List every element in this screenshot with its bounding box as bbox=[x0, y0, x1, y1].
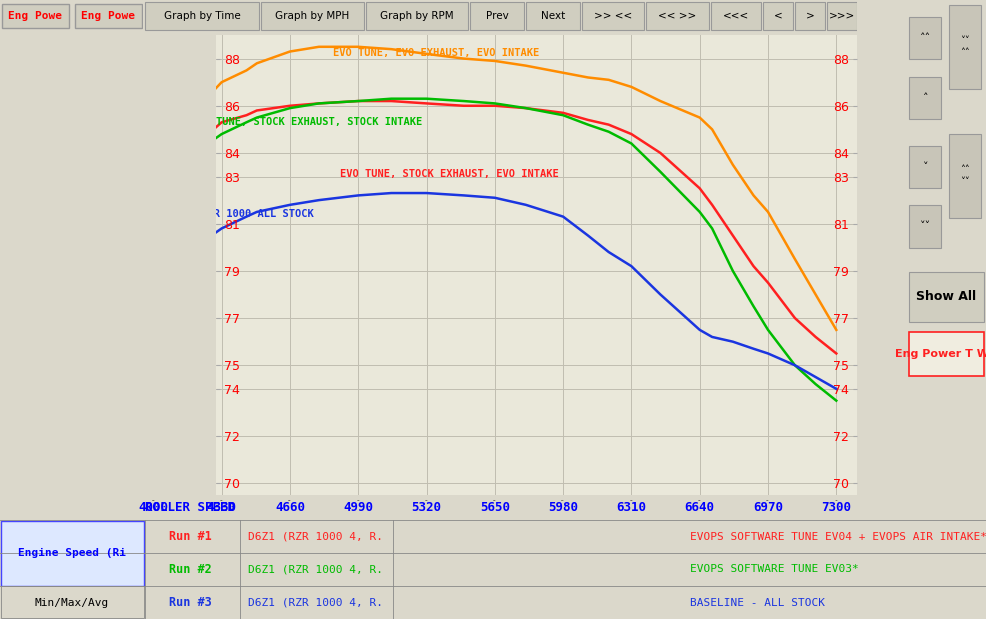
Text: 5320: 5320 bbox=[411, 501, 441, 514]
Text: D6Z1 (RZR 1000 4, R.: D6Z1 (RZR 1000 4, R. bbox=[248, 565, 384, 574]
Text: EVOPS SOFTWARE TUNE EV04 + EVOPS AIR INTAKE*: EVOPS SOFTWARE TUNE EV04 + EVOPS AIR INT… bbox=[689, 532, 986, 542]
Text: Graph by RPM: Graph by RPM bbox=[380, 11, 454, 21]
FancyBboxPatch shape bbox=[908, 17, 941, 59]
Text: Prev: Prev bbox=[485, 11, 508, 21]
Text: >: > bbox=[805, 11, 813, 21]
FancyBboxPatch shape bbox=[2, 4, 69, 28]
FancyBboxPatch shape bbox=[526, 2, 580, 30]
Text: 5980: 5980 bbox=[547, 501, 578, 514]
Text: EVO TUNE, STOCK EXHAUST, STOCK INTAKE: EVO TUNE, STOCK EXHAUST, STOCK INTAKE bbox=[190, 116, 421, 127]
Text: Next: Next bbox=[540, 11, 565, 21]
Text: <: < bbox=[773, 11, 781, 21]
Text: ˄: ˄ bbox=[922, 93, 927, 103]
FancyBboxPatch shape bbox=[582, 2, 644, 30]
Bar bbox=[1, 586, 144, 618]
Text: 4660: 4660 bbox=[275, 501, 305, 514]
Text: EVOPS SOFTWARE TUNE EV03*: EVOPS SOFTWARE TUNE EV03* bbox=[689, 565, 858, 574]
FancyBboxPatch shape bbox=[949, 134, 980, 218]
Text: D6Z1 (RZR 1000 4, R.: D6Z1 (RZR 1000 4, R. bbox=[248, 532, 384, 542]
Text: EVO TUNE, EVO EXHAUST, EVO INTAKE: EVO TUNE, EVO EXHAUST, EVO INTAKE bbox=[333, 48, 539, 58]
Text: Run #1: Run #1 bbox=[169, 530, 211, 543]
Text: Graph by Time: Graph by Time bbox=[164, 11, 241, 21]
FancyBboxPatch shape bbox=[908, 332, 983, 376]
FancyBboxPatch shape bbox=[646, 2, 708, 30]
FancyBboxPatch shape bbox=[826, 2, 856, 30]
Text: Min/Max/Avg: Min/Max/Avg bbox=[35, 597, 109, 607]
FancyBboxPatch shape bbox=[710, 2, 760, 30]
Text: EVO TUNE, STOCK EXHAUST, EVO INTAKE: EVO TUNE, STOCK EXHAUST, EVO INTAKE bbox=[339, 168, 558, 178]
Text: 4000: 4000 bbox=[138, 501, 169, 514]
Text: >>>: >>> bbox=[828, 11, 854, 21]
FancyBboxPatch shape bbox=[469, 2, 524, 30]
FancyBboxPatch shape bbox=[261, 2, 363, 30]
Text: ˅: ˅ bbox=[922, 162, 927, 172]
Text: Engine Speed (Ri: Engine Speed (Ri bbox=[18, 548, 126, 558]
Text: Eng Powe: Eng Powe bbox=[8, 11, 62, 21]
Text: 2015 RZR 1000 ALL STOCK: 2015 RZR 1000 ALL STOCK bbox=[170, 209, 314, 219]
FancyBboxPatch shape bbox=[949, 5, 980, 89]
Text: Eng Powe: Eng Powe bbox=[81, 11, 135, 21]
Text: Run #3: Run #3 bbox=[169, 596, 211, 609]
Text: Eng Power T WC: Eng Power T WC bbox=[894, 349, 986, 359]
FancyBboxPatch shape bbox=[365, 2, 467, 30]
FancyBboxPatch shape bbox=[794, 2, 824, 30]
Bar bbox=[1, 521, 144, 586]
FancyBboxPatch shape bbox=[908, 206, 941, 248]
Text: ˅˅
˄˄: ˅˅ ˄˄ bbox=[959, 37, 969, 58]
Text: ˄˄: ˄˄ bbox=[919, 33, 930, 43]
Text: >> <<: >> << bbox=[594, 11, 632, 21]
FancyBboxPatch shape bbox=[908, 146, 941, 188]
FancyBboxPatch shape bbox=[908, 272, 983, 322]
Text: D6Z1 (RZR 1000 4, R.: D6Z1 (RZR 1000 4, R. bbox=[248, 597, 384, 607]
Text: 6970: 6970 bbox=[752, 501, 782, 514]
Text: 4330: 4330 bbox=[206, 501, 237, 514]
Text: <<<: <<< bbox=[722, 11, 748, 21]
Text: BASELINE - ALL STOCK: BASELINE - ALL STOCK bbox=[689, 597, 824, 607]
FancyBboxPatch shape bbox=[145, 2, 259, 30]
Text: ˅˅: ˅˅ bbox=[919, 222, 930, 232]
FancyBboxPatch shape bbox=[908, 77, 941, 119]
Text: ˄˄
˅˅: ˄˄ ˅˅ bbox=[959, 165, 969, 186]
Text: 7300: 7300 bbox=[820, 501, 851, 514]
FancyBboxPatch shape bbox=[75, 4, 142, 28]
Text: Show All: Show All bbox=[915, 290, 975, 303]
Text: ROLLER SPEED: ROLLER SPEED bbox=[145, 501, 235, 514]
Text: 4990: 4990 bbox=[343, 501, 373, 514]
Text: 6310: 6310 bbox=[616, 501, 646, 514]
Text: << >>: << >> bbox=[658, 11, 696, 21]
Text: 5650: 5650 bbox=[479, 501, 510, 514]
FancyBboxPatch shape bbox=[762, 2, 792, 30]
Text: Graph by MPH: Graph by MPH bbox=[275, 11, 349, 21]
Text: 6640: 6640 bbox=[684, 501, 714, 514]
Text: Run #2: Run #2 bbox=[169, 563, 211, 576]
